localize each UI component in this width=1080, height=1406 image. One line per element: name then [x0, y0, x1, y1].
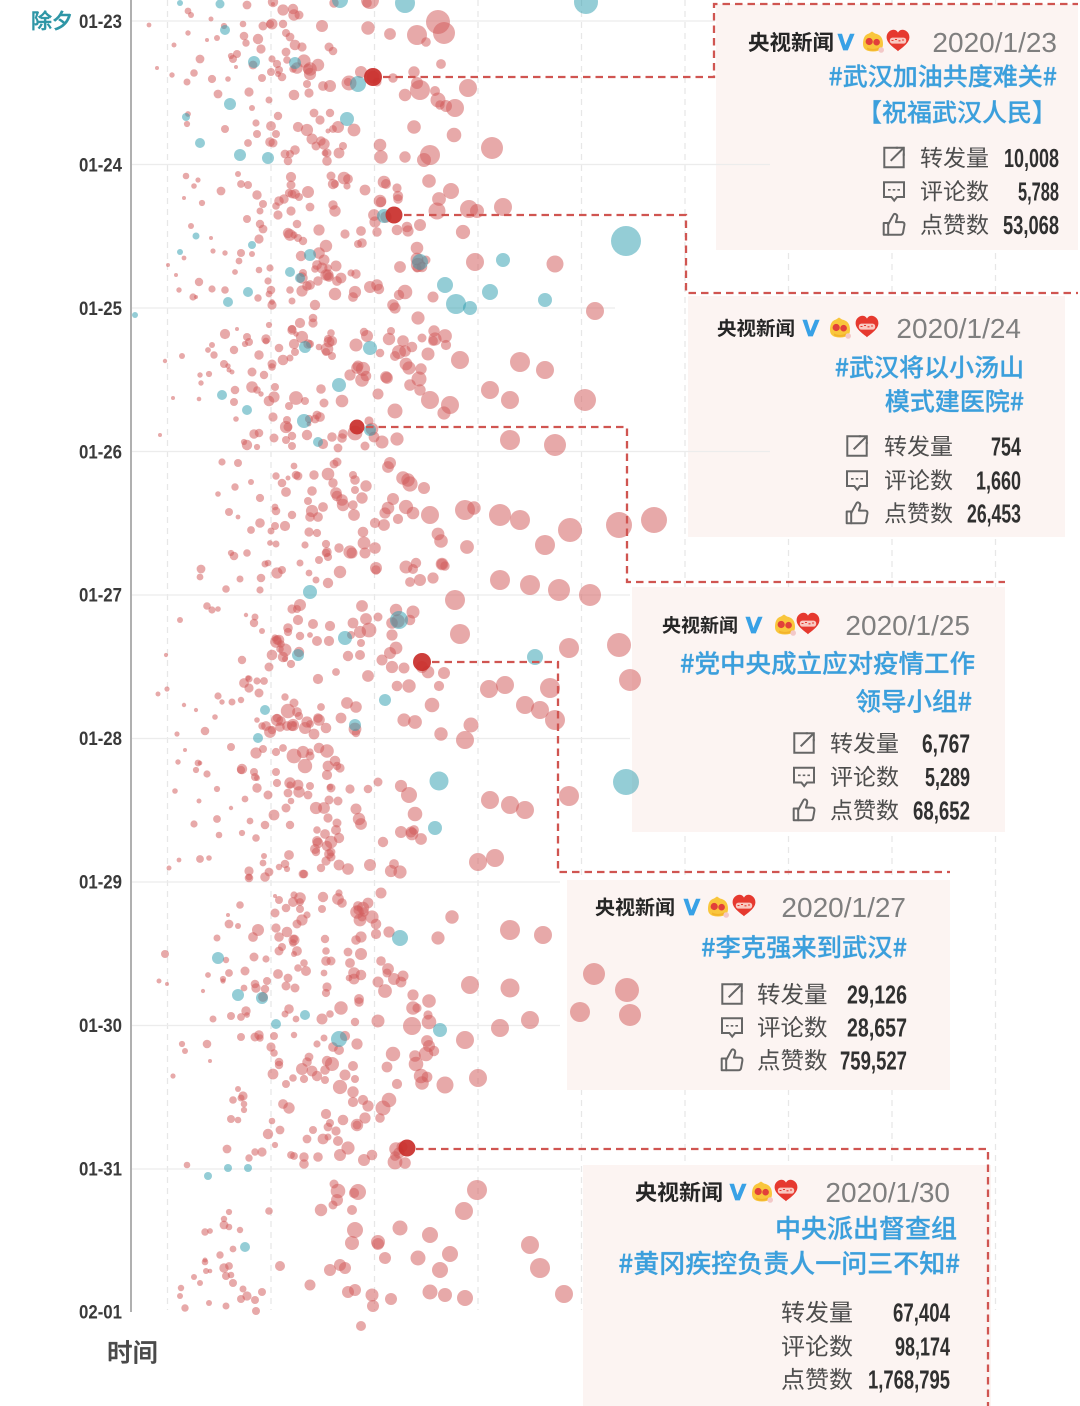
svg-text:01-29: 01-29	[79, 872, 122, 894]
svg-text:28,657: 28,657	[847, 1014, 907, 1042]
svg-text:5,289: 5,289	[925, 764, 970, 792]
svg-text:10,008: 10,008	[1004, 145, 1059, 173]
svg-text:01-26: 01-26	[79, 441, 122, 463]
svg-text:6,767: 6,767	[922, 730, 970, 758]
svg-text:29,126: 29,126	[847, 981, 907, 1009]
svg-text:759,527: 759,527	[840, 1047, 907, 1075]
svg-text:2020/1/23: 2020/1/23	[932, 27, 1057, 58]
svg-text:01-25: 01-25	[79, 298, 122, 320]
svg-text:01-31: 01-31	[79, 1158, 122, 1180]
svg-text:5,788: 5,788	[1018, 178, 1059, 206]
svg-text:754: 754	[991, 433, 1022, 461]
svg-text:2020/1/25: 2020/1/25	[845, 610, 970, 641]
svg-text:1,660: 1,660	[976, 467, 1021, 495]
svg-text:02-01: 02-01	[79, 1302, 122, 1324]
svg-text:01-24: 01-24	[79, 155, 122, 177]
svg-text:2020/1/24: 2020/1/24	[896, 313, 1021, 344]
svg-text:2020/1/27: 2020/1/27	[781, 892, 906, 923]
svg-text:1,768,795: 1,768,795	[868, 1366, 950, 1394]
svg-text:01-23: 01-23	[79, 11, 122, 33]
svg-text:68,652: 68,652	[913, 797, 970, 825]
svg-text:67,404: 67,404	[893, 1299, 951, 1327]
svg-text:26,453: 26,453	[967, 500, 1021, 528]
svg-text:01-28: 01-28	[79, 728, 122, 750]
svg-text:01-27: 01-27	[79, 585, 122, 607]
svg-text:01-30: 01-30	[79, 1015, 122, 1037]
svg-text:98,174: 98,174	[895, 1333, 951, 1361]
svg-text:2020/1/30: 2020/1/30	[825, 1177, 950, 1208]
svg-text:53,068: 53,068	[1003, 212, 1059, 240]
